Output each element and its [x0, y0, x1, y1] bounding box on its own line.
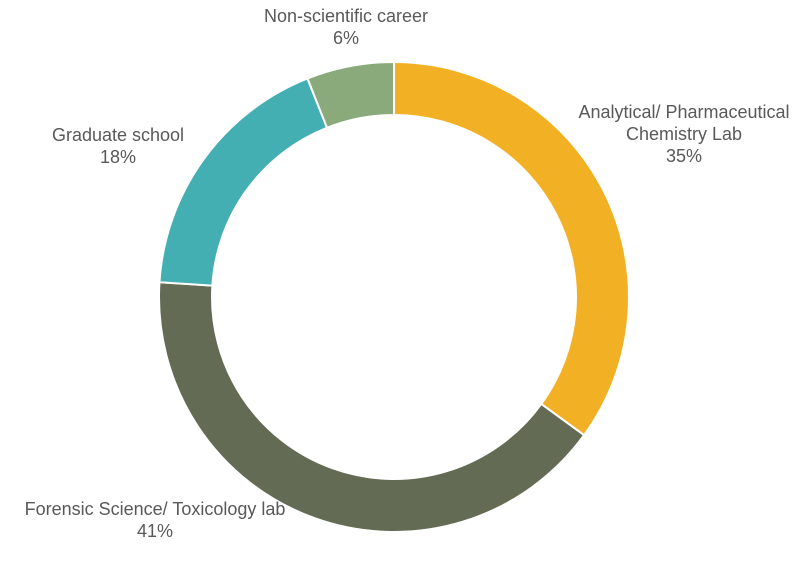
slice-category-label: Graduate school — [52, 125, 184, 145]
slice-category-label: Chemistry Lab — [626, 124, 742, 144]
chart-slices — [158, 60, 630, 533]
slice-label-3: Non-scientific career 6% — [264, 6, 428, 48]
slice-category-label: Non-scientific career — [264, 6, 428, 26]
chart-labels: Analytical/ Pharmaceutical Chemistry Lab 3… — [25, 6, 790, 541]
slice-label-0: Analytical/ Pharmaceutical Chemistry Lab 3… — [578, 102, 789, 166]
slice-category-label: Forensic Science/ Toxicology lab — [25, 499, 286, 519]
slice-category-label: Analytical/ Pharmaceutical — [578, 102, 789, 122]
slice-value-label: 6% — [333, 28, 359, 48]
slice-value-label: 18% — [100, 147, 136, 167]
donut-slice-0 — [393, 60, 630, 437]
slice-value-label: 41% — [137, 521, 173, 541]
donut-slice-2 — [158, 77, 329, 287]
donut-slice-3 — [306, 60, 395, 130]
slice-value-label: 35% — [666, 146, 702, 166]
donut-slice-1 — [158, 281, 586, 533]
slice-label-2: Graduate school 18% — [52, 125, 184, 167]
slice-label-1: Forensic Science/ Toxicology lab 41% — [25, 499, 286, 541]
